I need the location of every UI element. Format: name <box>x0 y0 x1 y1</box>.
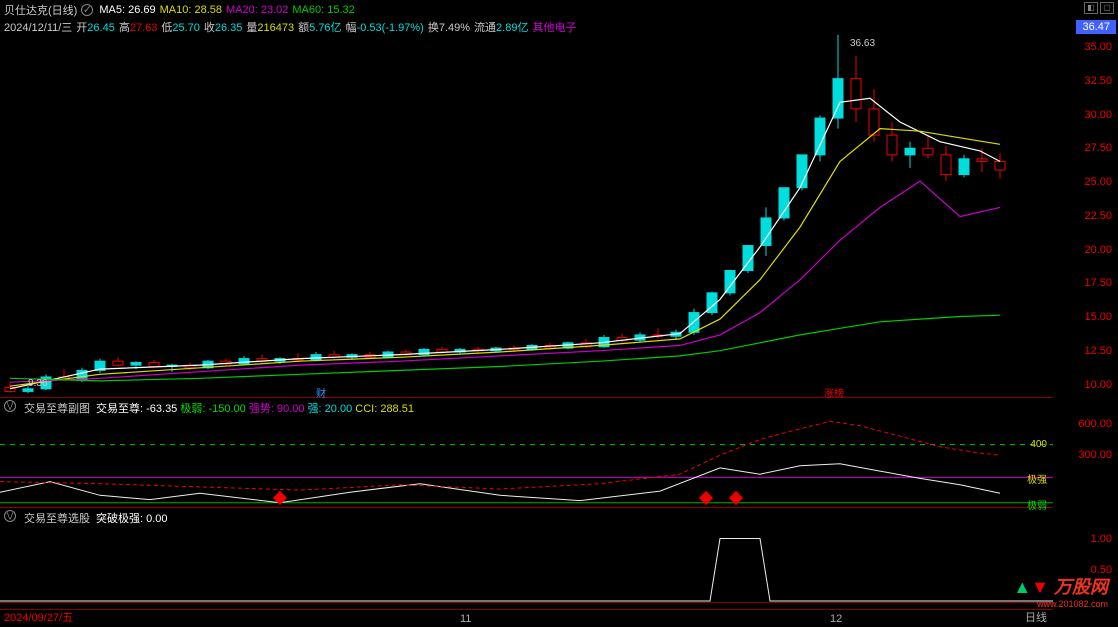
x-axis: 2024/09/27/五 1112 日线 <box>0 609 1053 627</box>
chart-header: 贝仕达克(日线) ✓ MA5: 26.69 MA10: 28.58 MA20: … <box>4 2 1114 30</box>
low-price-annot: 9.36 <box>28 378 47 389</box>
sub-chart-2[interactable]: ⋁ 交易至尊选股 突破极强: 0.00 <box>0 508 1053 603</box>
main-candlestick-chart[interactable]: 9.36 36.63 财涨榜 <box>0 30 1053 398</box>
current-price-tag: 36.47 <box>1076 20 1116 34</box>
top-right-icons: ◧ ▢ <box>1084 2 1114 14</box>
high-price-annot: 36.63 <box>850 38 875 49</box>
main-y-axis: 36.47 10.0012.5015.0017.5020.0022.5025.0… <box>1053 20 1118 398</box>
timeframe-label: 日线 <box>1025 609 1047 625</box>
sub1-y-axis: 300.00600.00 <box>1053 398 1118 508</box>
icon-1[interactable]: ◧ <box>1084 2 1098 14</box>
sub-chart-1[interactable]: ⋁ 交易至尊副图 交易至尊: -63.35 极弱: -150.00 强势: 90… <box>0 398 1053 508</box>
watermark-logo: ▲▼ 万股网 www.201082.com <box>1013 573 1108 609</box>
check-icon[interactable]: ✓ <box>81 4 93 16</box>
stock-name: 贝仕达克(日线) <box>4 2 77 18</box>
icon-2[interactable]: ▢ <box>1100 2 1114 14</box>
start-date: 2024/09/27/五 <box>4 609 73 625</box>
